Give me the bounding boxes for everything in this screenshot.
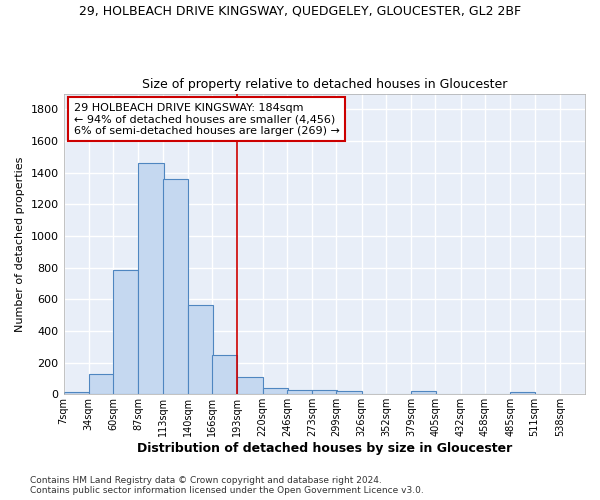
Text: 29 HOLBEACH DRIVE KINGSWAY: 184sqm
← 94% of detached houses are smaller (4,456)
: 29 HOLBEACH DRIVE KINGSWAY: 184sqm ← 94%…	[74, 102, 340, 136]
Bar	[510, 392, 535, 394]
Bar	[113, 270, 139, 394]
Bar	[212, 354, 238, 395]
Bar	[64, 392, 89, 394]
Bar	[263, 388, 288, 394]
Bar	[312, 390, 337, 394]
Bar	[411, 391, 436, 394]
Text: 29, HOLBEACH DRIVE KINGSWAY, QUEDGELEY, GLOUCESTER, GL2 2BF: 29, HOLBEACH DRIVE KINGSWAY, QUEDGELEY, …	[79, 5, 521, 18]
Title: Size of property relative to detached houses in Gloucester: Size of property relative to detached ho…	[142, 78, 507, 91]
Bar	[139, 163, 164, 394]
Bar	[188, 305, 213, 394]
Bar	[238, 377, 263, 394]
Text: Contains HM Land Registry data © Crown copyright and database right 2024.
Contai: Contains HM Land Registry data © Crown c…	[30, 476, 424, 495]
X-axis label: Distribution of detached houses by size in Gloucester: Distribution of detached houses by size …	[137, 442, 512, 455]
Bar	[287, 390, 312, 394]
Bar	[337, 392, 362, 394]
Y-axis label: Number of detached properties: Number of detached properties	[15, 156, 25, 332]
Bar	[89, 374, 114, 394]
Bar	[163, 179, 188, 394]
